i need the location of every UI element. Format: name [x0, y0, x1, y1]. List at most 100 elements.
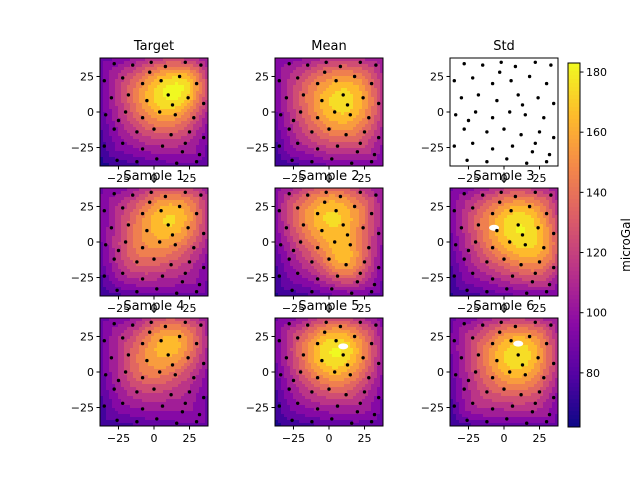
heatmap-cell [187, 112, 191, 116]
heatmap-cell [344, 163, 348, 167]
heatmap-cell [353, 61, 357, 65]
heatmap-cell [338, 145, 342, 149]
heatmap-cell [323, 245, 327, 249]
heatmap-cell [205, 278, 209, 282]
heatmap-cell [109, 254, 113, 258]
heatmap-cell [112, 145, 116, 149]
heatmap-cell [296, 227, 300, 231]
heatmap-cell [320, 188, 324, 192]
heatmap-cell [299, 139, 303, 143]
heatmap-cell [184, 106, 188, 110]
heatmap-cell [374, 106, 378, 110]
heatmap-cell [172, 133, 176, 137]
heatmap-cell [308, 266, 312, 270]
heatmap-cell [187, 188, 191, 192]
heatmap-cell [371, 88, 375, 92]
heatmap-cell [136, 145, 140, 149]
heatmap-cell [103, 215, 107, 219]
heatmap-cell [281, 94, 285, 98]
heatmap-cell [199, 142, 203, 146]
station-point [310, 160, 314, 164]
heatmap-cell [193, 188, 197, 192]
heatmap-cell [160, 194, 164, 198]
heatmap-cell [100, 287, 104, 291]
heatmap-cell [290, 224, 294, 228]
heatmap-cell [338, 118, 342, 122]
heatmap-cell [121, 130, 125, 134]
heatmap-cell [320, 61, 324, 65]
heatmap-cell [344, 230, 348, 234]
heatmap-cell [205, 106, 209, 110]
heatmap-cell [139, 97, 143, 101]
heatmap-cell [154, 224, 158, 228]
heatmap-cell [187, 106, 191, 110]
heatmap-cell [335, 239, 339, 243]
heatmap-cell [341, 251, 345, 255]
heatmap-cell [121, 163, 125, 167]
heatmap-cell [281, 136, 285, 140]
heatmap-cell [302, 239, 306, 243]
heatmap-cell [308, 100, 312, 104]
heatmap-cell [139, 124, 143, 128]
heatmap-cell [148, 203, 152, 207]
heatmap-cell [187, 103, 191, 107]
heatmap-cell [190, 115, 194, 119]
heatmap-cell [190, 106, 194, 110]
heatmap-cell [320, 245, 324, 249]
heatmap-cell [118, 245, 122, 249]
heatmap-cell [308, 290, 312, 294]
heatmap-cell [296, 281, 300, 285]
heatmap-cell [284, 224, 288, 228]
heatmap-cell [121, 112, 125, 116]
station-point [335, 144, 340, 148]
heatmap-cell [100, 218, 104, 222]
heatmap-cell [308, 85, 312, 89]
heatmap-cell [199, 275, 203, 279]
heatmap-cell [347, 142, 351, 146]
heatmap-cell [290, 82, 294, 86]
heatmap-cell [103, 281, 107, 285]
heatmap-cell [290, 109, 294, 113]
heatmap-cell [311, 248, 315, 252]
heatmap-cell [380, 142, 384, 146]
heatmap-cell [341, 245, 345, 249]
heatmap-cell [115, 70, 119, 74]
heatmap-cell [187, 94, 191, 98]
heatmap-cell [184, 230, 188, 234]
heatmap-cell [127, 79, 131, 83]
heatmap-cell [169, 242, 173, 246]
heatmap-cell [175, 239, 179, 243]
heatmap-cell [157, 73, 161, 77]
heatmap-cell [169, 209, 173, 213]
heatmap-cell [317, 236, 321, 240]
heatmap-cell [296, 278, 300, 282]
heatmap-cell [184, 290, 188, 294]
heatmap-cell [193, 206, 197, 210]
heatmap-cell [284, 61, 288, 65]
heatmap-cell [296, 215, 300, 219]
heatmap-cell [112, 70, 116, 74]
heatmap-cell [311, 278, 315, 282]
heatmap-cell [205, 109, 209, 113]
heatmap-cell [115, 209, 119, 213]
heatmap-cell [356, 103, 360, 107]
heatmap-cell [190, 91, 194, 95]
heatmap-cell [100, 257, 104, 261]
heatmap-cell [115, 85, 119, 89]
heatmap-cell [166, 127, 170, 131]
heatmap-cell [314, 272, 318, 276]
heatmap-cell [175, 118, 179, 122]
heatmap-cell [365, 82, 369, 86]
heatmap-cell [190, 136, 194, 140]
heatmap-cell [284, 100, 288, 104]
heatmap-cell [154, 130, 158, 134]
heatmap-cell [281, 272, 285, 276]
heatmap-cell [124, 103, 128, 107]
heatmap-cell [130, 103, 134, 107]
heatmap-cell [299, 203, 303, 207]
heatmap-cell [320, 157, 324, 161]
heatmap-cell [118, 85, 122, 89]
heatmap-cell [350, 136, 354, 140]
heatmap-cell [139, 236, 143, 240]
